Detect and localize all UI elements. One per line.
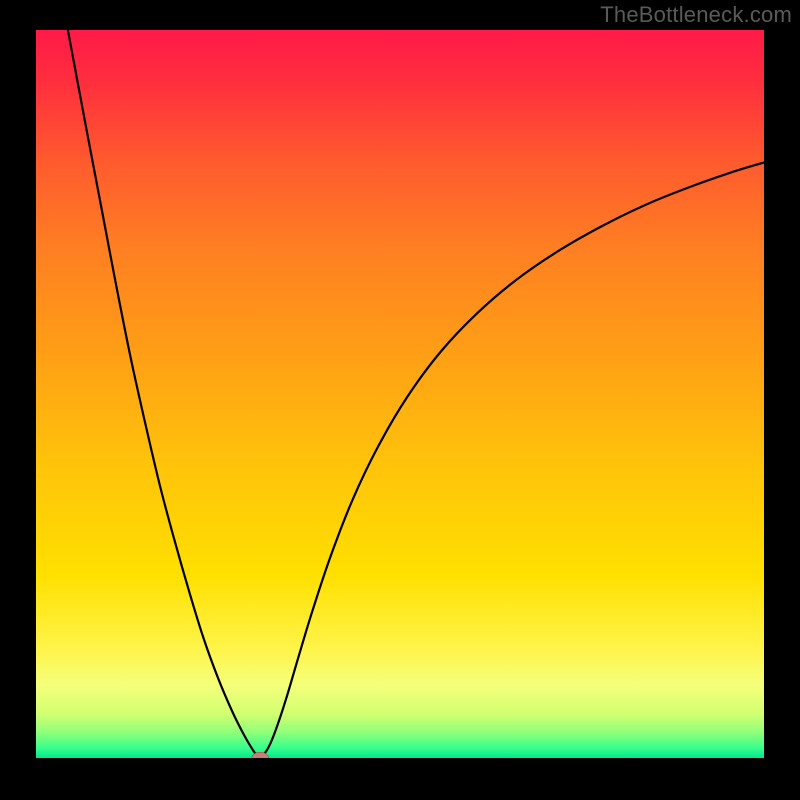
bottleneck-curve-chart	[0, 0, 800, 800]
chart-container: TheBottleneck.com	[0, 0, 800, 800]
watermark-text: TheBottleneck.com	[600, 2, 792, 28]
chart-background	[36, 30, 764, 758]
